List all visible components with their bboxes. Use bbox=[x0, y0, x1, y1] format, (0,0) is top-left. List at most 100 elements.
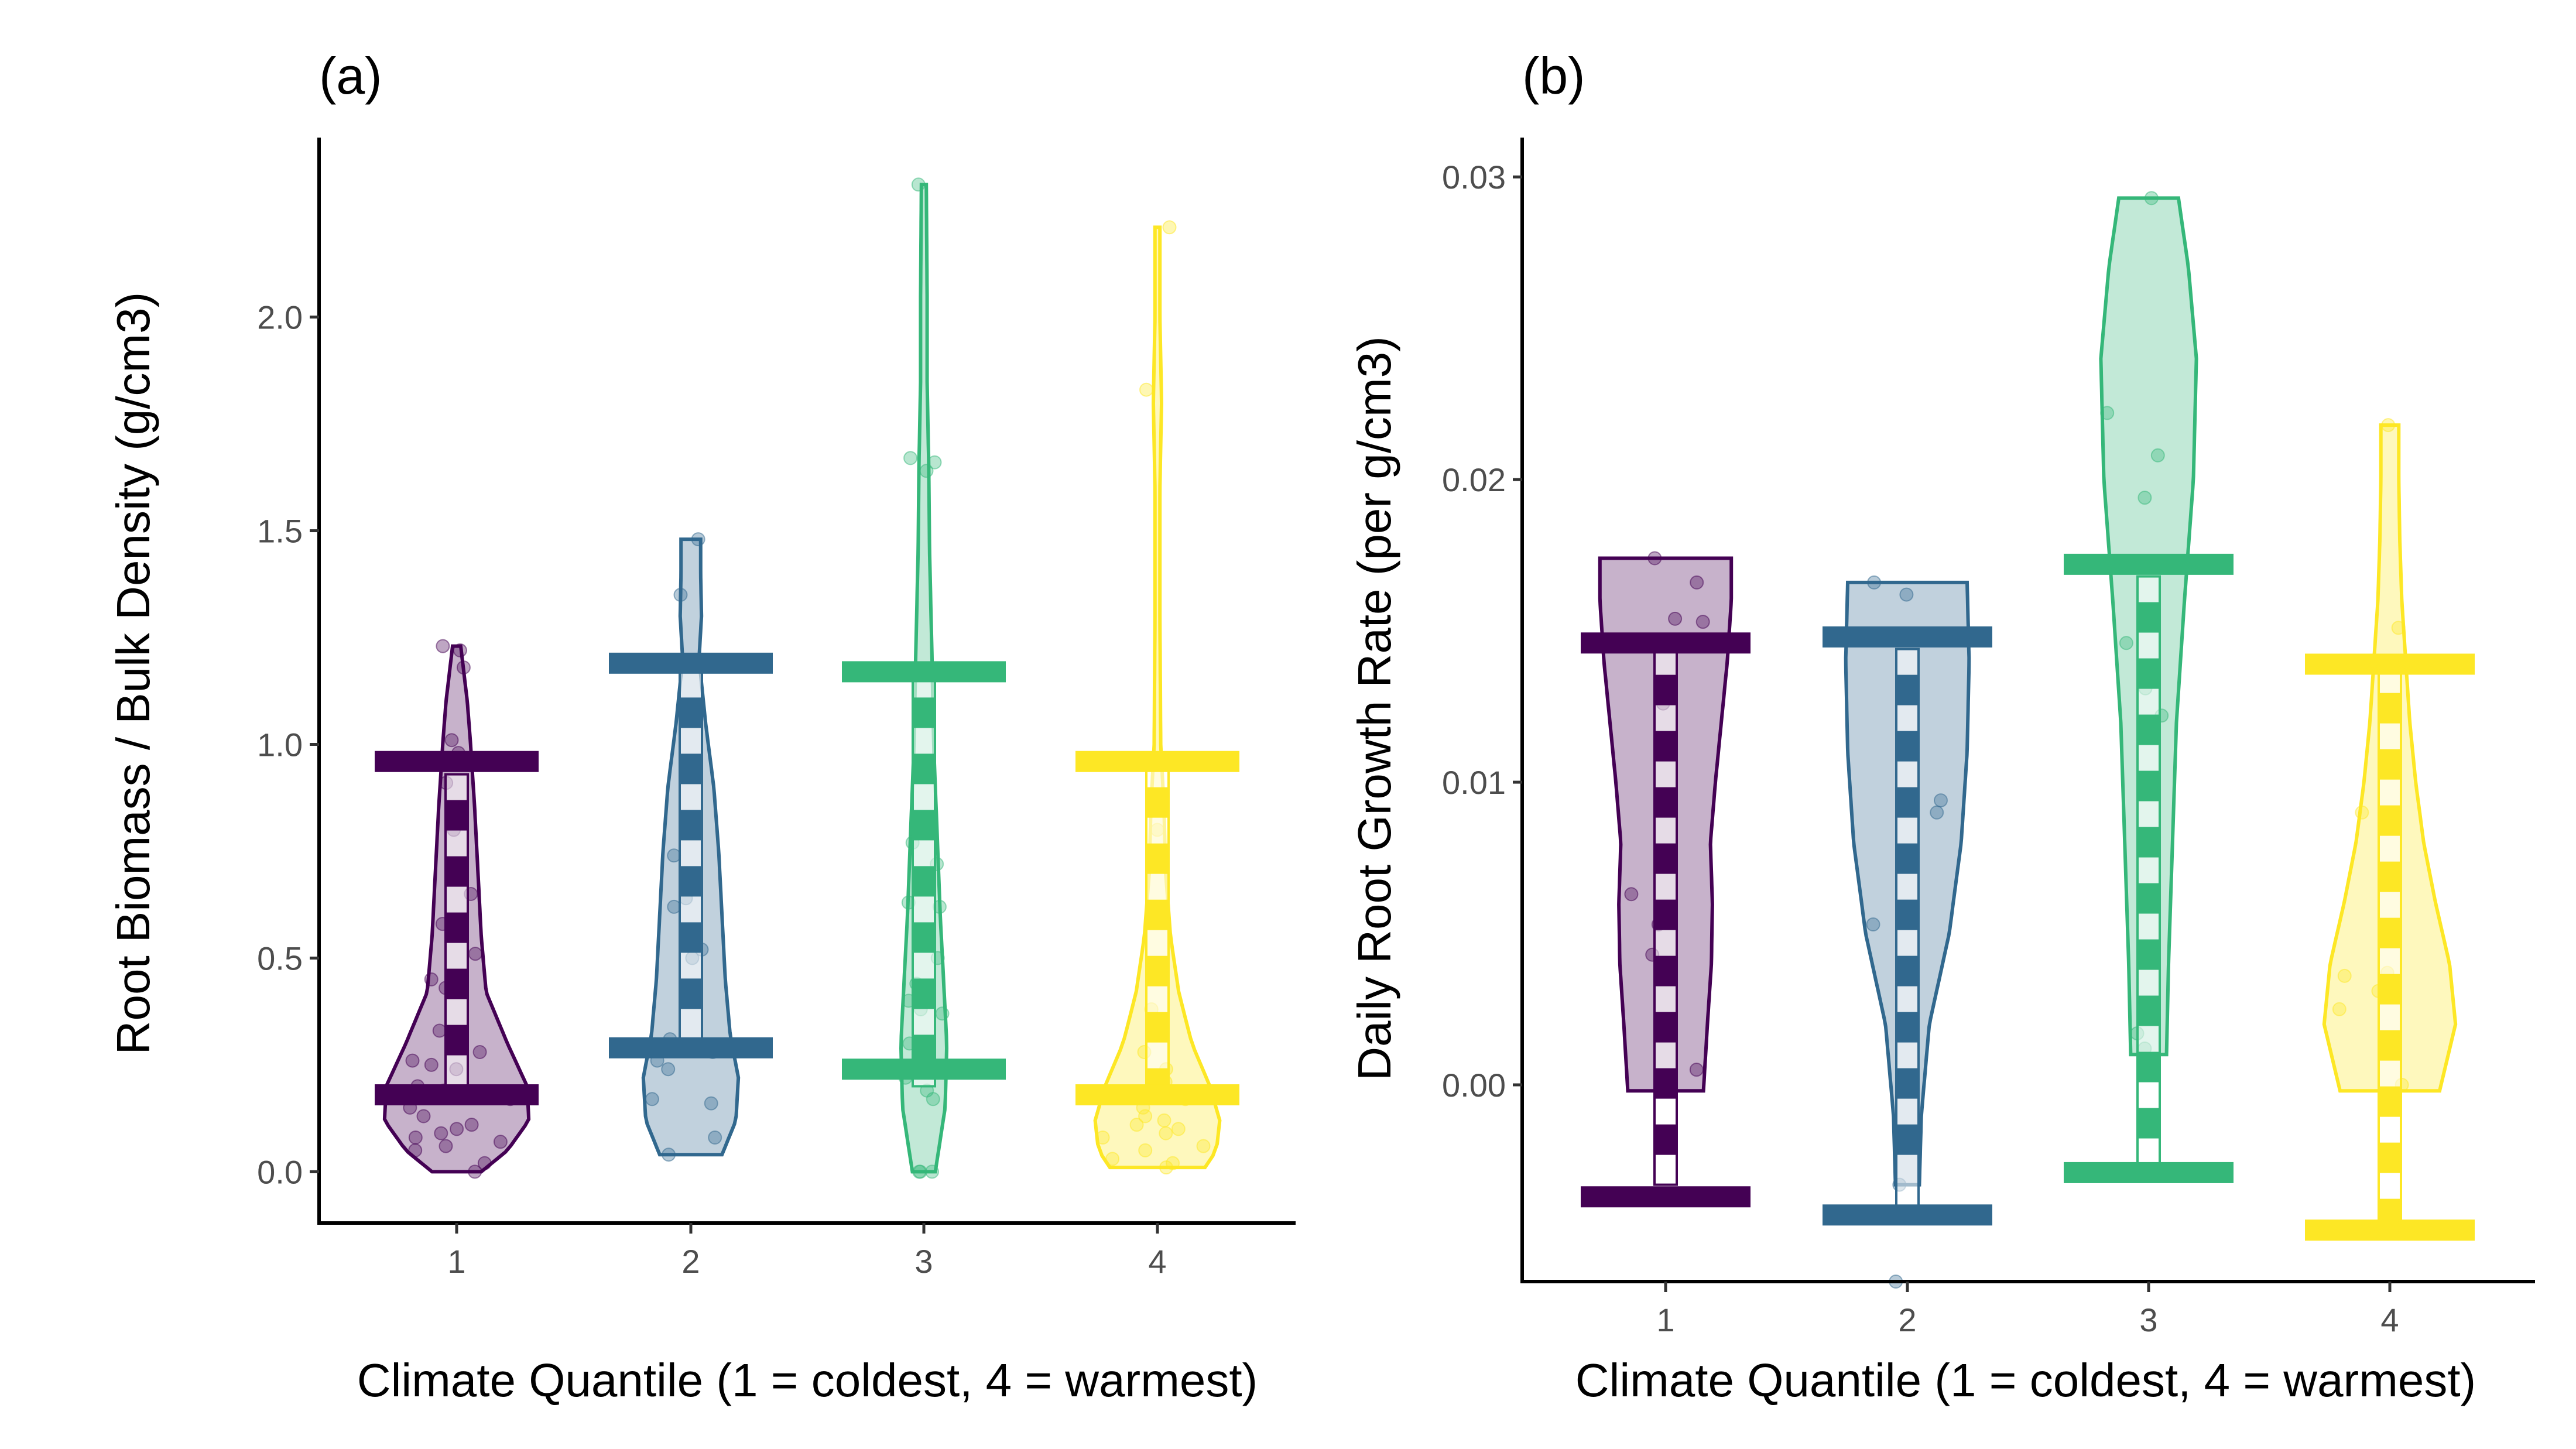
panel-a-x-tick-label: 2 bbox=[681, 1243, 700, 1280]
panel-a-point bbox=[444, 733, 459, 748]
panel-b-point bbox=[1695, 615, 1710, 629]
panel-a-point bbox=[432, 1023, 447, 1038]
panel-a-point bbox=[903, 451, 918, 465]
panel-b-x-tick-label: 2 bbox=[1898, 1301, 1916, 1338]
panel-b-point bbox=[1689, 1063, 1704, 1077]
panel-b-box-segment bbox=[1654, 674, 1677, 705]
panel-a-point bbox=[1095, 1131, 1110, 1145]
panel-a-point bbox=[708, 1131, 722, 1145]
panel-b-point bbox=[2119, 636, 2133, 650]
panel-b-box-segment bbox=[2379, 861, 2401, 892]
panel-b-y-tick-label: 0.02 bbox=[1442, 461, 1506, 498]
panel-a-point bbox=[704, 1096, 718, 1111]
panel-a-point bbox=[911, 177, 926, 192]
panel-a-plot-area bbox=[375, 177, 1239, 1179]
panel-a-box-segment bbox=[446, 1025, 468, 1056]
panel-b-box-segment bbox=[1896, 674, 1919, 705]
panel-a-point bbox=[673, 588, 688, 602]
panel-b-box-segment bbox=[2137, 1108, 2160, 1139]
panel-a-point bbox=[1166, 1156, 1180, 1170]
panel-b-box-segment bbox=[2137, 995, 2160, 1026]
panel-a-point bbox=[667, 848, 681, 863]
panel-b-group-1 bbox=[1581, 551, 1751, 1208]
panel-b-point bbox=[2137, 491, 2152, 505]
panel-b-point bbox=[1866, 917, 1880, 931]
panel-a-point bbox=[661, 1062, 676, 1077]
panel-a-box-segment bbox=[913, 697, 935, 728]
panel-a-box-segment bbox=[680, 978, 702, 1009]
panel-a-box-segment bbox=[1146, 955, 1169, 986]
panel-b-group-2 bbox=[1823, 575, 1992, 1289]
panel-a-box-segment bbox=[1146, 1012, 1169, 1043]
panel-a-point bbox=[645, 1092, 659, 1107]
panel-b-box-segment bbox=[1896, 955, 1919, 986]
panel-a-point bbox=[436, 639, 450, 653]
panel-b-whisker-high-4 bbox=[2305, 653, 2475, 675]
panel-a-y-tick-label: 1.5 bbox=[257, 513, 303, 550]
panel-a-y-tick-label: 2.0 bbox=[257, 299, 303, 336]
panel-b-box-segment bbox=[2137, 827, 2160, 858]
panel-a-point bbox=[1171, 1122, 1186, 1136]
panel-a-point bbox=[691, 532, 705, 547]
panel-a-box-segment bbox=[1146, 899, 1169, 930]
panel-a-box-segment bbox=[913, 753, 935, 785]
panel-b-box-segment bbox=[1896, 731, 1919, 762]
panel-b-box-segment bbox=[2379, 693, 2401, 724]
panel-b-box-segment bbox=[1896, 787, 1919, 818]
panel-b-point bbox=[1934, 793, 1948, 808]
panel-b-box-segment bbox=[1654, 899, 1677, 930]
panel-b-point bbox=[1930, 805, 1944, 820]
panel-a-box-segment bbox=[680, 922, 702, 953]
panel-b-y-tick-label: 0.00 bbox=[1442, 1067, 1506, 1104]
panel-a-tag: (a) bbox=[319, 47, 382, 105]
panel-a-box-segment bbox=[1146, 787, 1169, 818]
panel-a-point bbox=[408, 1143, 423, 1157]
panel-a-whisker-low-3 bbox=[842, 1059, 1006, 1080]
panel-b-box-segment bbox=[2379, 1142, 2401, 1173]
panel-b-box-segment bbox=[2379, 805, 2401, 836]
panel-b-point bbox=[2355, 805, 2369, 820]
panel-a-point bbox=[1129, 1118, 1144, 1132]
panel-a-ticks: 0.0 0.5 1.0 1.5 2.0 1 2 3 4 bbox=[257, 299, 1166, 1280]
panel-b-box-segment bbox=[1896, 1124, 1919, 1155]
panel-a-point bbox=[925, 1164, 939, 1179]
panel-b-box-segment bbox=[2137, 883, 2160, 914]
panel-a-point bbox=[416, 1109, 431, 1123]
panel-a-whisker-low-4 bbox=[1075, 1084, 1239, 1106]
panel-a-box-segment bbox=[446, 800, 468, 831]
panel-a-point bbox=[1162, 220, 1177, 235]
panel-b-x-tick-label: 3 bbox=[2139, 1301, 2157, 1338]
panel-b-point bbox=[2332, 1002, 2347, 1016]
panel-b-box-segment bbox=[2379, 1030, 2401, 1061]
panel-b-group-4 bbox=[2305, 418, 2475, 1241]
panel-a-whisker-high-3 bbox=[842, 661, 1006, 683]
panel-b-box-segment bbox=[1654, 1068, 1677, 1099]
panel-a-box-segment bbox=[913, 978, 935, 1009]
panel-b-box-segment bbox=[2137, 1051, 2160, 1083]
panel-a-box-segment bbox=[680, 753, 702, 785]
panel-a-point bbox=[1139, 382, 1153, 397]
panel-a-point bbox=[1138, 1109, 1153, 1123]
panel-b-point bbox=[2337, 968, 2352, 983]
panel-a-point bbox=[405, 1053, 420, 1068]
panel-b-y-axis-title: Daily Root Growth Rate (per g/cm3) bbox=[1348, 336, 1400, 1081]
panel-b-box-segment bbox=[1896, 843, 1919, 874]
panel-a-x-axis-title: Climate Quantile (1 = coldest, 4 = warme… bbox=[357, 1354, 1258, 1406]
panel-b-box-segment bbox=[1896, 1068, 1919, 1099]
panel-a-y-tick-label: 1.0 bbox=[257, 726, 303, 763]
panel-b-whisker-low-2 bbox=[1823, 1204, 1992, 1226]
panel-b-point bbox=[1867, 575, 1882, 590]
panel-a-box-segment bbox=[913, 866, 935, 897]
panel-a-group-1 bbox=[375, 639, 539, 1179]
panel-b-plot-area bbox=[1581, 191, 2475, 1289]
panel-a-point bbox=[408, 1131, 423, 1145]
panel-b-whisker-low-1 bbox=[1581, 1186, 1751, 1208]
panel-a-point bbox=[439, 1139, 453, 1153]
panel-a-whisker-high-1 bbox=[375, 751, 539, 772]
panel-a-box-segment bbox=[680, 697, 702, 728]
panel-b-box-segment bbox=[2137, 658, 2160, 689]
panel-b-point bbox=[1899, 587, 1914, 602]
panel-a-box-segment bbox=[680, 866, 702, 897]
panel-b-box-segment bbox=[1654, 1124, 1677, 1155]
